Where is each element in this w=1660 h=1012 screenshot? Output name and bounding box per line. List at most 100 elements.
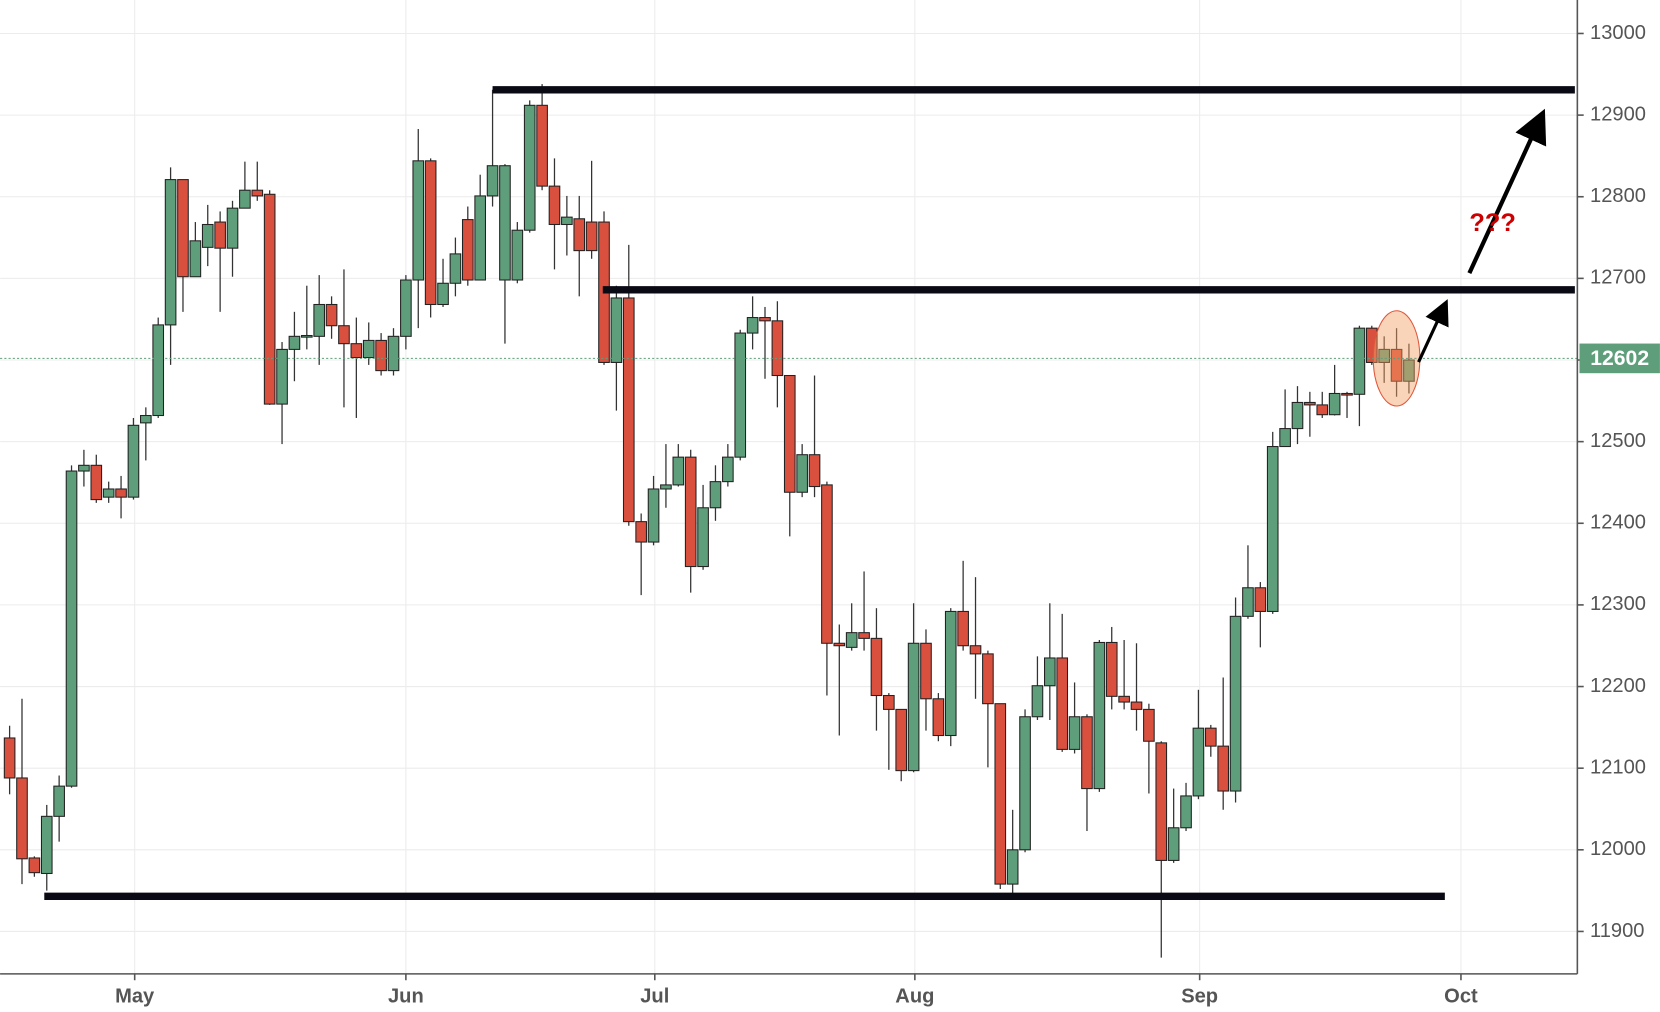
candle-body xyxy=(759,317,771,322)
candle-body xyxy=(251,189,264,197)
candle-body xyxy=(127,424,140,498)
candle-body xyxy=(845,632,858,648)
candle-body xyxy=(610,297,623,363)
candle-body xyxy=(548,185,561,226)
candle-body xyxy=(821,484,833,644)
candle-body xyxy=(115,488,127,498)
candle-body xyxy=(1180,795,1192,829)
y-tick-label: 12700 xyxy=(1590,267,1646,289)
candle-body xyxy=(969,645,982,655)
candle-body xyxy=(1328,392,1341,416)
candle-body xyxy=(1229,615,1242,792)
y-tick-label: 12500 xyxy=(1590,430,1646,452)
candle-body xyxy=(722,456,734,483)
candle-body xyxy=(1043,657,1056,687)
candle-body xyxy=(796,454,808,493)
last-price-label: 12602 xyxy=(1590,347,1649,370)
candle-body xyxy=(1217,745,1230,792)
candle-body xyxy=(1304,401,1316,406)
candle-body xyxy=(1006,849,1019,885)
candle-body xyxy=(1266,446,1279,612)
candle-body xyxy=(932,698,945,737)
candle-body xyxy=(585,221,598,252)
candle-body xyxy=(276,348,288,405)
candle-body xyxy=(709,481,722,509)
candle-body xyxy=(239,189,251,209)
candle-body xyxy=(152,324,165,417)
candle-body xyxy=(808,454,821,488)
candle-body xyxy=(226,207,239,249)
candle-body xyxy=(28,857,41,874)
candle-body xyxy=(944,610,957,737)
candle-body xyxy=(387,335,400,372)
candle-body xyxy=(461,219,474,281)
candle-body xyxy=(65,470,78,787)
candle-body xyxy=(78,464,90,472)
candle-body xyxy=(263,193,276,405)
candle-body xyxy=(288,335,301,350)
candle-body xyxy=(474,195,487,281)
candle-body xyxy=(1081,716,1093,790)
candle-body xyxy=(994,703,1007,885)
candle-body xyxy=(1242,587,1254,617)
candle-body xyxy=(647,488,660,543)
candle-body xyxy=(40,815,53,875)
candle-body xyxy=(957,610,969,647)
candle-body xyxy=(3,737,16,779)
x-tick-label: Jul xyxy=(640,985,669,1007)
y-tick-label: 12000 xyxy=(1590,838,1646,860)
candle-body xyxy=(1390,348,1403,382)
candle-body xyxy=(1068,716,1081,750)
candle-body xyxy=(1341,392,1353,396)
candle-body xyxy=(499,165,511,281)
y-tick-label: 11900 xyxy=(1590,920,1644,942)
candle-body xyxy=(573,218,586,252)
candle-body xyxy=(920,642,932,700)
x-tick-label: Sep xyxy=(1181,985,1218,1007)
candle-body xyxy=(313,303,326,337)
candle-body xyxy=(140,414,152,424)
candle-body xyxy=(338,325,350,345)
candle-body xyxy=(1353,327,1366,395)
candle-body xyxy=(486,165,499,197)
candle-body xyxy=(1291,401,1304,430)
candle-body xyxy=(412,160,425,281)
candle-body xyxy=(1378,348,1390,363)
candle-body xyxy=(189,240,202,278)
candle-body xyxy=(672,456,685,486)
candle-body xyxy=(858,632,870,639)
x-tick-label: Aug xyxy=(895,985,934,1007)
candle-body xyxy=(536,104,548,187)
candle-body xyxy=(660,484,672,490)
y-tick-label: 12200 xyxy=(1590,675,1646,697)
candle-body xyxy=(1019,716,1031,851)
candle-body xyxy=(90,464,103,501)
arrow xyxy=(1467,108,1547,274)
candle-body xyxy=(1204,727,1217,747)
candle-body xyxy=(783,374,796,493)
candle-body xyxy=(622,297,635,523)
y-tick-label: 12900 xyxy=(1590,103,1646,125)
candle-body xyxy=(561,216,573,226)
candle-body xyxy=(1403,359,1415,382)
candle-body xyxy=(1105,641,1118,697)
candle-body xyxy=(375,339,387,372)
candle-body xyxy=(1365,327,1378,363)
candle-body xyxy=(325,303,338,327)
candle-body xyxy=(362,339,375,359)
candle-body xyxy=(684,456,697,568)
candle-body xyxy=(1192,727,1205,797)
candle-body xyxy=(1316,404,1329,416)
x-tick-label: May xyxy=(115,985,155,1007)
candle-body xyxy=(1279,428,1291,448)
candle-body xyxy=(201,223,214,248)
candle-body xyxy=(883,694,895,710)
y-tick-label: 12100 xyxy=(1590,756,1646,778)
candle-body xyxy=(833,642,846,647)
candle-body xyxy=(449,253,462,284)
y-tick-label: 13000 xyxy=(1590,22,1646,44)
annotation: ??? xyxy=(1469,209,1516,237)
candle-body xyxy=(511,229,524,281)
candle-body xyxy=(400,279,412,337)
